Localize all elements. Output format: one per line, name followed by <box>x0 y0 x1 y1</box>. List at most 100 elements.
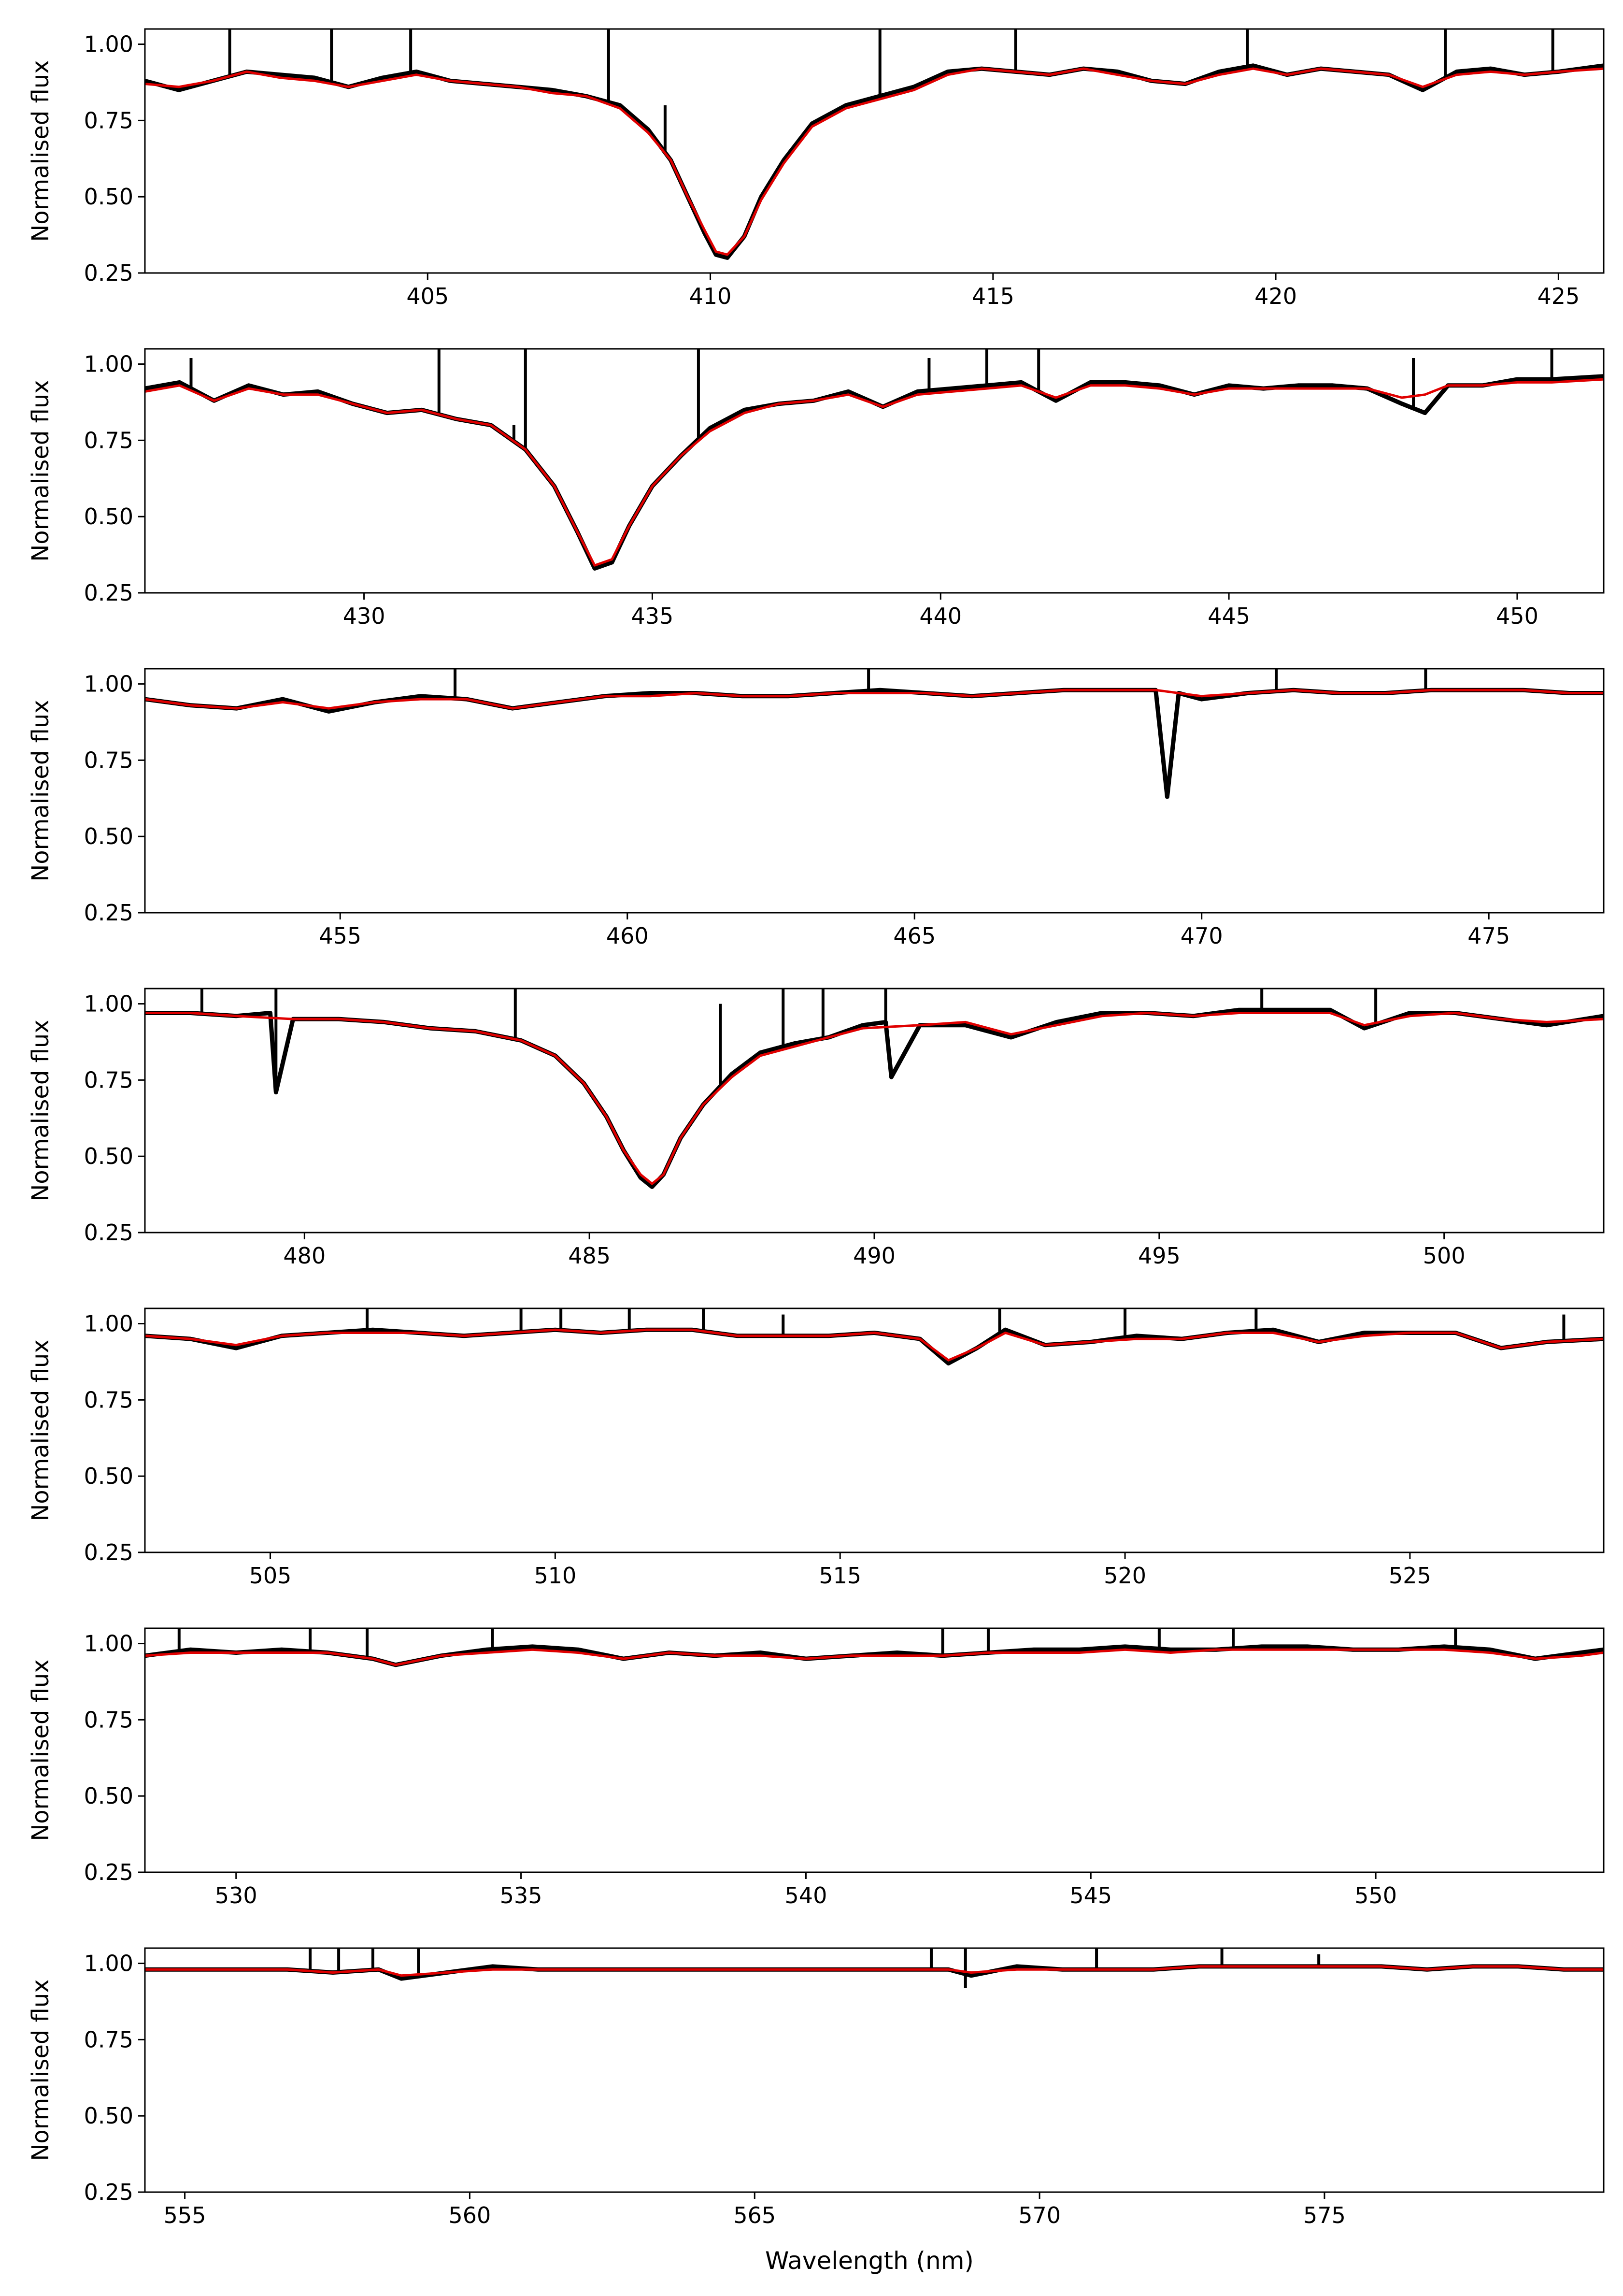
x-tick-label: 510 <box>534 1563 576 1589</box>
plot-area <box>145 1308 1604 1366</box>
plot-area <box>145 669 1604 799</box>
x-tick-label: 555 <box>164 2202 206 2228</box>
x-tick-label: 565 <box>733 2202 776 2228</box>
y-tick-label: 0.75 <box>84 2026 133 2052</box>
axes-frame <box>144 28 1605 274</box>
x-tick-label: 435 <box>631 603 674 629</box>
x-tick-label: 470 <box>1181 923 1223 949</box>
y-tick-label: 0.50 <box>84 1463 133 1489</box>
y-tick-label: 0.25 <box>84 580 133 606</box>
x-tick-label: 455 <box>319 923 361 949</box>
panel-2: 430 435 440 445 450 0.25 0.50 0.75 1.00 Normalise… <box>27 348 1605 629</box>
y-axis-label: Normalised flux <box>27 1659 54 1841</box>
plot-area <box>145 29 1604 260</box>
x-tick-label: 415 <box>972 283 1014 309</box>
axes-frame <box>144 348 1605 594</box>
y-axis-label: Normalised flux <box>27 1339 54 1521</box>
x-axis-label: Wavelength (nm) <box>765 2247 974 2275</box>
y-tick-label: 1.00 <box>84 1951 133 1977</box>
x-tick-label: 420 <box>1254 283 1297 309</box>
x-tick-label: 505 <box>249 1563 292 1589</box>
y-tick-label: 0.25 <box>84 260 133 286</box>
x-tick-label: 440 <box>919 603 962 629</box>
x-tick-label: 490 <box>853 1243 896 1269</box>
x-tick-label: 530 <box>215 1882 257 1909</box>
model-spectrum-line <box>145 67 1604 256</box>
plot-area <box>145 989 1604 1189</box>
x-tick-label: 560 <box>449 2202 491 2228</box>
x-tick-label: 515 <box>819 1563 861 1589</box>
x-tick-label: 410 <box>689 283 732 309</box>
x-tick-label: 570 <box>1018 2202 1061 2228</box>
panel-6: 530 535 540 545 550 0.25 0.50 0.75 1.00 Normalise… <box>27 1627 1605 1909</box>
y-tick-label: 1.00 <box>84 351 133 377</box>
y-tick-label: 0.75 <box>84 1707 133 1733</box>
y-tick-label: 1.00 <box>84 1311 133 1337</box>
y-tick-label: 0.50 <box>84 2103 133 2129</box>
model-spectrum-line <box>145 1328 1604 1362</box>
y-tick-label: 0.25 <box>84 2179 133 2205</box>
x-tick-label: 545 <box>1069 1882 1112 1909</box>
x-tick-label: 520 <box>1104 1563 1146 1589</box>
y-tick-label: 1.00 <box>84 671 133 697</box>
y-axis-label: Normalised flux <box>27 1979 54 2161</box>
y-tick-label: 1.00 <box>84 1631 133 1657</box>
panel-1: 405 410 415 420 425 0.25 0.50 0.75 1.00 Normalise… <box>27 28 1605 309</box>
model-spectrum-line <box>145 1012 1604 1185</box>
x-tick-label: 535 <box>500 1882 542 1909</box>
y-tick-label: 0.75 <box>84 1387 133 1413</box>
x-tick-label: 475 <box>1467 923 1510 949</box>
panel-5: 505 510 515 520 525 0.25 0.50 0.75 1.00 Normalise… <box>27 1307 1605 1589</box>
y-tick-label: 0.50 <box>84 823 133 849</box>
y-tick-label: 0.25 <box>84 900 133 926</box>
model-spectrum-line <box>145 1648 1604 1666</box>
y-tick-label: 1.00 <box>84 991 133 1017</box>
y-axis-label: Normalised flux <box>27 700 54 881</box>
y-tick-label: 0.50 <box>84 503 133 530</box>
axes-frame <box>144 668 1605 914</box>
x-tick-label: 450 <box>1496 603 1538 629</box>
x-tick-label: 425 <box>1537 283 1580 309</box>
panels: 405 410 415 420 425 0.25 0.50 0.75 1.00 Normalise… <box>27 28 1605 2228</box>
x-tick-label: 430 <box>343 603 385 629</box>
y-axis-label: Normalised flux <box>27 60 54 242</box>
x-tick-label: 500 <box>1423 1243 1466 1269</box>
x-tick-label: 405 <box>406 283 449 309</box>
y-tick-label: 0.75 <box>84 427 133 453</box>
panel-7: 555 560 565 570 575 0.25 0.50 0.75 1.00 Normalise… <box>27 1947 1605 2228</box>
x-tick-label: 550 <box>1354 1882 1397 1909</box>
y-tick-label: 0.50 <box>84 184 133 210</box>
x-tick-label: 445 <box>1208 603 1250 629</box>
x-tick-label: 540 <box>785 1882 827 1909</box>
model-spectrum-line <box>145 378 1604 567</box>
y-tick-label: 0.75 <box>84 747 133 773</box>
x-tick-label: 495 <box>1138 1243 1181 1269</box>
axes-frame <box>144 1627 1605 1873</box>
y-tick-label: 0.50 <box>84 1143 133 1169</box>
plot-area <box>145 1628 1604 1667</box>
y-tick-label: 0.25 <box>84 1539 133 1565</box>
panel-3: 455 460 465 470 475 0.25 0.50 0.75 1.00 Normalise… <box>27 668 1605 949</box>
plot-area <box>145 1948 1604 1988</box>
y-tick-label: 0.50 <box>84 1783 133 1809</box>
panel-4: 480 485 490 495 500 0.25 0.50 0.75 1.00 Normalise… <box>27 988 1605 1269</box>
y-tick-label: 1.00 <box>84 31 133 57</box>
x-tick-label: 460 <box>606 923 649 949</box>
x-tick-label: 525 <box>1389 1563 1431 1589</box>
y-axis-label: Normalised flux <box>27 1019 54 1201</box>
x-tick-label: 575 <box>1303 2202 1346 2228</box>
plot-area <box>145 349 1604 571</box>
y-axis-label: Normalised flux <box>27 380 54 561</box>
model-spectrum-line <box>145 689 1604 710</box>
x-tick-label: 485 <box>568 1243 611 1269</box>
y-tick-label: 0.75 <box>84 107 133 133</box>
model-spectrum-line <box>145 1965 1604 1977</box>
y-tick-label: 0.75 <box>84 1067 133 1093</box>
y-tick-label: 0.25 <box>84 1859 133 1885</box>
axes-frame <box>144 1307 1605 1553</box>
x-tick-label: 480 <box>283 1243 326 1269</box>
axes-frame <box>144 1947 1605 2193</box>
y-tick-label: 0.25 <box>84 1220 133 1246</box>
